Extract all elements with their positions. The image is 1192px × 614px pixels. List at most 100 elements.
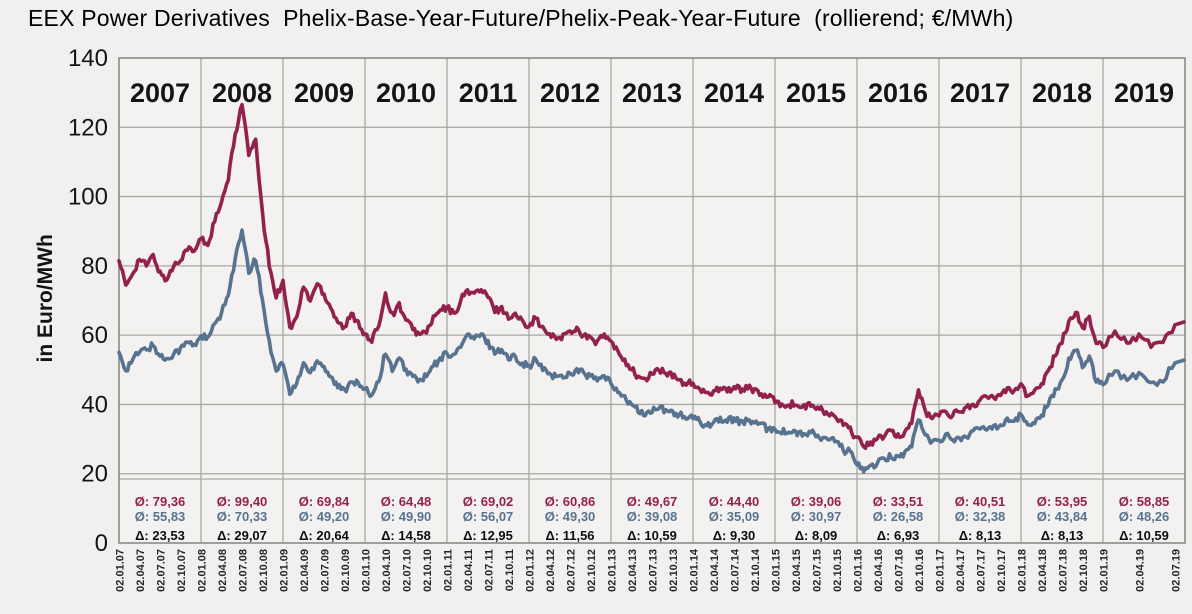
x-tick-label: 02.04.07 [135,549,147,592]
x-tick-label: 02.04.10 [381,549,393,592]
annotation-avg-peak: Ø: 69,02 [463,494,514,509]
x-tick-label: 02.10.12 [586,549,598,592]
y-tick-label: 20 [81,461,108,488]
annotation-avg-peak: Ø: 99,40 [217,494,268,509]
year-label: 2009 [294,78,354,108]
annotation-avg-base: Ø: 55,83 [135,509,186,524]
year-label: 2017 [950,78,1010,108]
plot-area [119,58,1185,543]
x-tick-label: 02.07.15 [812,549,824,592]
annotation-avg-peak: Ø: 39,06 [791,494,842,509]
annotation-avg-base: Ø: 70,33 [217,509,268,524]
year-label: 2011 [459,78,518,108]
annotation-delta: Δ: 8,09 [795,528,838,543]
annotation-delta: Δ: 9,30 [713,528,756,543]
annotation-delta: Δ: 11,56 [545,528,594,543]
annotation-avg-base: Ø: 35,09 [709,509,760,524]
x-tick-label: 02.04.15 [791,549,803,592]
x-tick-label: 02.07.16 [894,549,906,592]
x-tick-label: 02.07.12 [566,549,578,592]
x-tick-label: 02.01.17 [935,549,947,592]
y-tick-label: 120 [68,114,108,141]
annotation-avg-base: Ø: 49,30 [545,509,596,524]
annotation-delta: Δ: 29,07 [217,528,267,543]
x-tick-label: 02.10.15 [832,549,844,592]
x-tick-label: 02.04.19 [1135,549,1147,592]
year-label: 2018 [1032,78,1092,108]
x-tick-label: 02.10.10 [422,549,434,592]
x-tick-label: 02.10.18 [1078,549,1090,592]
x-tick-label: 02.07.19 [1171,549,1183,592]
x-tick-label: 02.04.16 [873,549,885,592]
x-tick-label: 02.01.18 [1017,549,1029,592]
annotation-avg-base: Ø: 49,20 [299,509,350,524]
peak-year-future-line [117,102,1186,450]
y-tick-label: 100 [68,184,108,211]
year-label: 2014 [704,78,764,108]
x-tick-label: 02.07.14 [730,548,742,592]
annotation-avg-peak: Ø: 69,84 [299,494,350,509]
annotation-delta: Δ: 12,95 [463,528,513,543]
y-tick-label: 80 [81,253,108,280]
x-tick-label: 02.04.09 [299,549,311,592]
plot-border [118,57,1186,544]
x-tick-label: 02.01.07 [115,549,127,592]
x-tick-label: 02.10.09 [340,549,352,592]
annotation-delta: Δ: 6,93 [877,528,920,543]
x-tick-label: 02.01.13 [607,549,619,592]
x-tick-label: 02.10.14 [750,548,762,592]
year-label: 2007 [130,78,190,108]
x-tick-label: 02.04.11 [463,549,475,591]
x-tick-label: 02.01.16 [853,549,865,592]
annotation-avg-base: Ø: 26,58 [873,509,924,524]
x-tick-label: 02.07.10 [402,549,414,592]
annotation-delta: Δ: 10,59 [627,528,677,543]
annotation-delta: Δ: 10,59 [1119,528,1169,543]
y-tick-label: 0 [95,530,108,557]
x-tick-label: 02.01.14 [689,548,701,592]
x-tick-label: 02.10.07 [176,549,188,592]
x-tick-label: 02.01.08 [197,549,209,592]
annotation-avg-peak: Ø: 33,51 [873,494,924,509]
year-label: 2016 [868,78,928,108]
annotation-avg-base: Ø: 48,26 [1119,509,1170,524]
x-tick-label: 02.07.07 [156,549,168,592]
y-tick-label: 60 [81,322,108,349]
annotation-delta: Δ: 8,13 [959,528,1002,543]
year-label: 2010 [376,78,436,108]
x-tick-label: 02.01.12 [525,549,537,592]
x-tick-label: 02.01.15 [771,549,783,592]
y-tick-label: 140 [68,45,108,72]
x-tick-label: 02.07.09 [320,549,332,592]
x-tick-label: 02.07.11 [484,549,496,591]
y-axis-title: in Euro/MWh [34,234,57,362]
chart-title: EEX Power Derivatives Phelix-Base-Year-F… [28,5,1014,31]
annotation-avg-peak: Ø: 53,95 [1037,494,1088,509]
year-label: 2019 [1114,78,1174,108]
annotation-avg-peak: Ø: 40,51 [955,494,1006,509]
x-tick-label: 02.04.12 [545,549,557,592]
x-tick-label: 02.01.11 [443,549,455,591]
x-tick-label: 02.01.10 [361,549,373,592]
x-tick-label: 02.04.18 [1037,549,1049,592]
annotation-avg-peak: Ø: 64,48 [381,494,432,509]
annotation-avg-base: Ø: 30,97 [791,509,842,524]
x-tick-label: 02.04.17 [955,549,967,592]
annotation-delta: Δ: 8,13 [1041,528,1084,543]
x-tick-label: 02.07.13 [648,549,660,592]
year-label: 2015 [786,78,846,108]
annotation-avg-base: Ø: 56,07 [463,509,514,524]
x-tick-label: 02.10.17 [996,549,1008,592]
base-year-future-line [117,228,1186,474]
x-tick-label: 02.07.17 [976,549,988,592]
x-tick-label: 02.04.08 [217,549,229,592]
annotation-avg-peak: Ø: 79,36 [135,494,186,509]
annotation-avg-peak: Ø: 60,86 [545,494,596,509]
annotation-avg-peak: Ø: 44,40 [709,494,760,509]
x-tick-label: 02.04.13 [627,549,639,592]
x-tick-label: 02.04.14 [709,548,721,592]
x-tick-label: 02.10.11 [504,549,516,591]
annotation-avg-peak: Ø: 49,67 [627,494,678,509]
annotation-avg-base: Ø: 32,38 [955,509,1006,524]
